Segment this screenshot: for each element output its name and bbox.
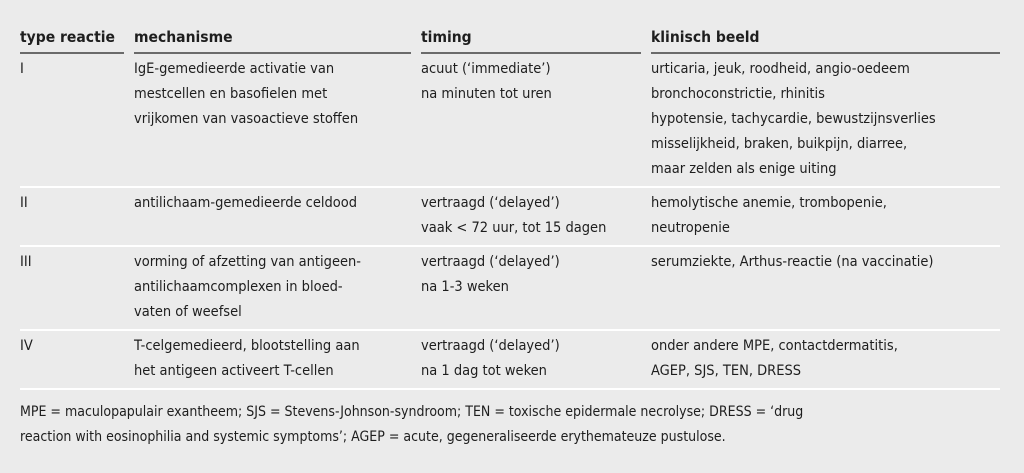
- table-row: II antilichaam-gemedieerde celdood vertraa…: [20, 188, 1000, 247]
- table-row: III vorming of afzetting van antigeen-ant…: [20, 247, 1000, 331]
- mechanism-cell-line: vrijkomen van vasoactieve stoffen: [134, 111, 359, 127]
- header-timing: timing: [421, 26, 641, 54]
- mechanism-cell: antilichaam-gemedieerde celdood: [134, 188, 411, 247]
- mechanism-cell-line: antilichaamcomplexen in bloed-: [134, 279, 343, 295]
- header-row: type reactie mechanisme timing klinisch …: [20, 26, 1000, 54]
- clinical-cell-line: onder andere MPE, contactdermatitis,: [651, 338, 898, 354]
- mechanism-cell-line: vaten of weefsel: [134, 304, 242, 320]
- timing-cell-line: vertraagd (‘delayed’): [421, 338, 560, 354]
- mechanism-cell-line: vorming of afzetting van antigeen-: [134, 254, 361, 270]
- timing-cell-line: na minuten tot uren: [421, 86, 552, 102]
- header-clinical: klinisch beeld: [651, 26, 1000, 54]
- clinical-cell: hemolytische anemie, trombopenie, neutrop…: [651, 188, 1000, 247]
- clinical-cell-line: hemolytische anemie, trombopenie,: [651, 195, 887, 211]
- footnote-line: reaction with eosinophilia and systemic …: [20, 429, 726, 445]
- table-row: I IgE-gemedieerde activatie van mestcellen…: [20, 54, 1000, 188]
- header-type: type reactie: [20, 26, 124, 54]
- clinical-cell-line: AGEP, SJS, TEN, DRESS: [651, 363, 802, 379]
- timing-cell-line: na 1 dag tot weken: [421, 363, 547, 379]
- type-cell: III: [20, 247, 124, 331]
- timing-cell-line: vertraagd (‘delayed’): [421, 254, 560, 270]
- type-cell: II: [20, 188, 124, 247]
- mechanism-cell-line: het antigeen activeert T-cellen: [134, 363, 334, 379]
- timing-cell-line: na 1-3 weken: [421, 279, 509, 295]
- clinical-cell-line: misselijkheid, braken, buikpijn, diarree…: [651, 136, 908, 152]
- timing-cell: vertraagd (‘delayed’) na 1-3 weken: [421, 247, 641, 331]
- mechanism-cell: IgE-gemedieerde activatie van mestcellen …: [134, 54, 411, 188]
- timing-cell: acuut (‘immediate’) na minuten tot uren: [421, 54, 641, 188]
- header-mechanism: mechanisme: [134, 26, 411, 54]
- clinical-cell-line: urticaria, jeuk, roodheid, angio-oedeem: [651, 61, 910, 77]
- timing-cell-line: acuut (‘immediate’): [421, 61, 551, 77]
- clinical-cell: onder andere MPE, contactdermatitis, AGEP…: [651, 331, 1000, 390]
- clinical-cell-line: bronchoconstrictie, rhinitis: [651, 86, 825, 102]
- mechanism-cell-line: mestcellen en basofielen met: [134, 86, 328, 102]
- clinical-cell-line: serumziekte, Arthus-reactie (na vaccinat…: [651, 254, 934, 270]
- timing-cell: vertraagd (‘delayed’) vaak < 72 uur, tot …: [421, 188, 641, 247]
- timing-cell-line: vertraagd (‘delayed’): [421, 195, 560, 211]
- table-row: IV T-celgemedieerd, blootstelling aan het …: [20, 331, 1000, 390]
- timing-cell: vertraagd (‘delayed’) na 1 dag tot weken: [421, 331, 641, 390]
- footnote: MPE = maculopapulair exantheem; SJS = St…: [20, 400, 1010, 450]
- allergy-reaction-table: type reactie mechanisme timing klinisch …: [20, 26, 1000, 390]
- mechanism-cell-line: IgE-gemedieerde activatie van: [134, 61, 335, 77]
- timing-cell-line: vaak < 72 uur, tot 15 dagen: [421, 220, 607, 236]
- footnote-line: MPE = maculopapulair exantheem; SJS = St…: [20, 404, 804, 420]
- mechanism-cell-line: antilichaam-gemedieerde celdood: [134, 195, 358, 211]
- clinical-cell-line: neutropenie: [651, 220, 730, 236]
- clinical-cell-line: maar zelden als enige uiting: [651, 161, 837, 177]
- type-cell: IV: [20, 331, 124, 390]
- clinical-cell: urticaria, jeuk, roodheid, angio-oedeem b…: [651, 54, 1000, 188]
- mechanism-cell: vorming of afzetting van antigeen-antili…: [134, 247, 411, 331]
- mechanism-cell: T-celgemedieerd, blootstelling aan het an…: [134, 331, 411, 390]
- clinical-cell: serumziekte, Arthus-reactie (na vaccinat…: [651, 247, 1000, 331]
- type-cell: I: [20, 54, 124, 188]
- mechanism-cell-line: T-celgemedieerd, blootstelling aan: [134, 338, 360, 354]
- clinical-cell-line: hypotensie, tachycardie, bewustzijnsverl…: [651, 111, 936, 127]
